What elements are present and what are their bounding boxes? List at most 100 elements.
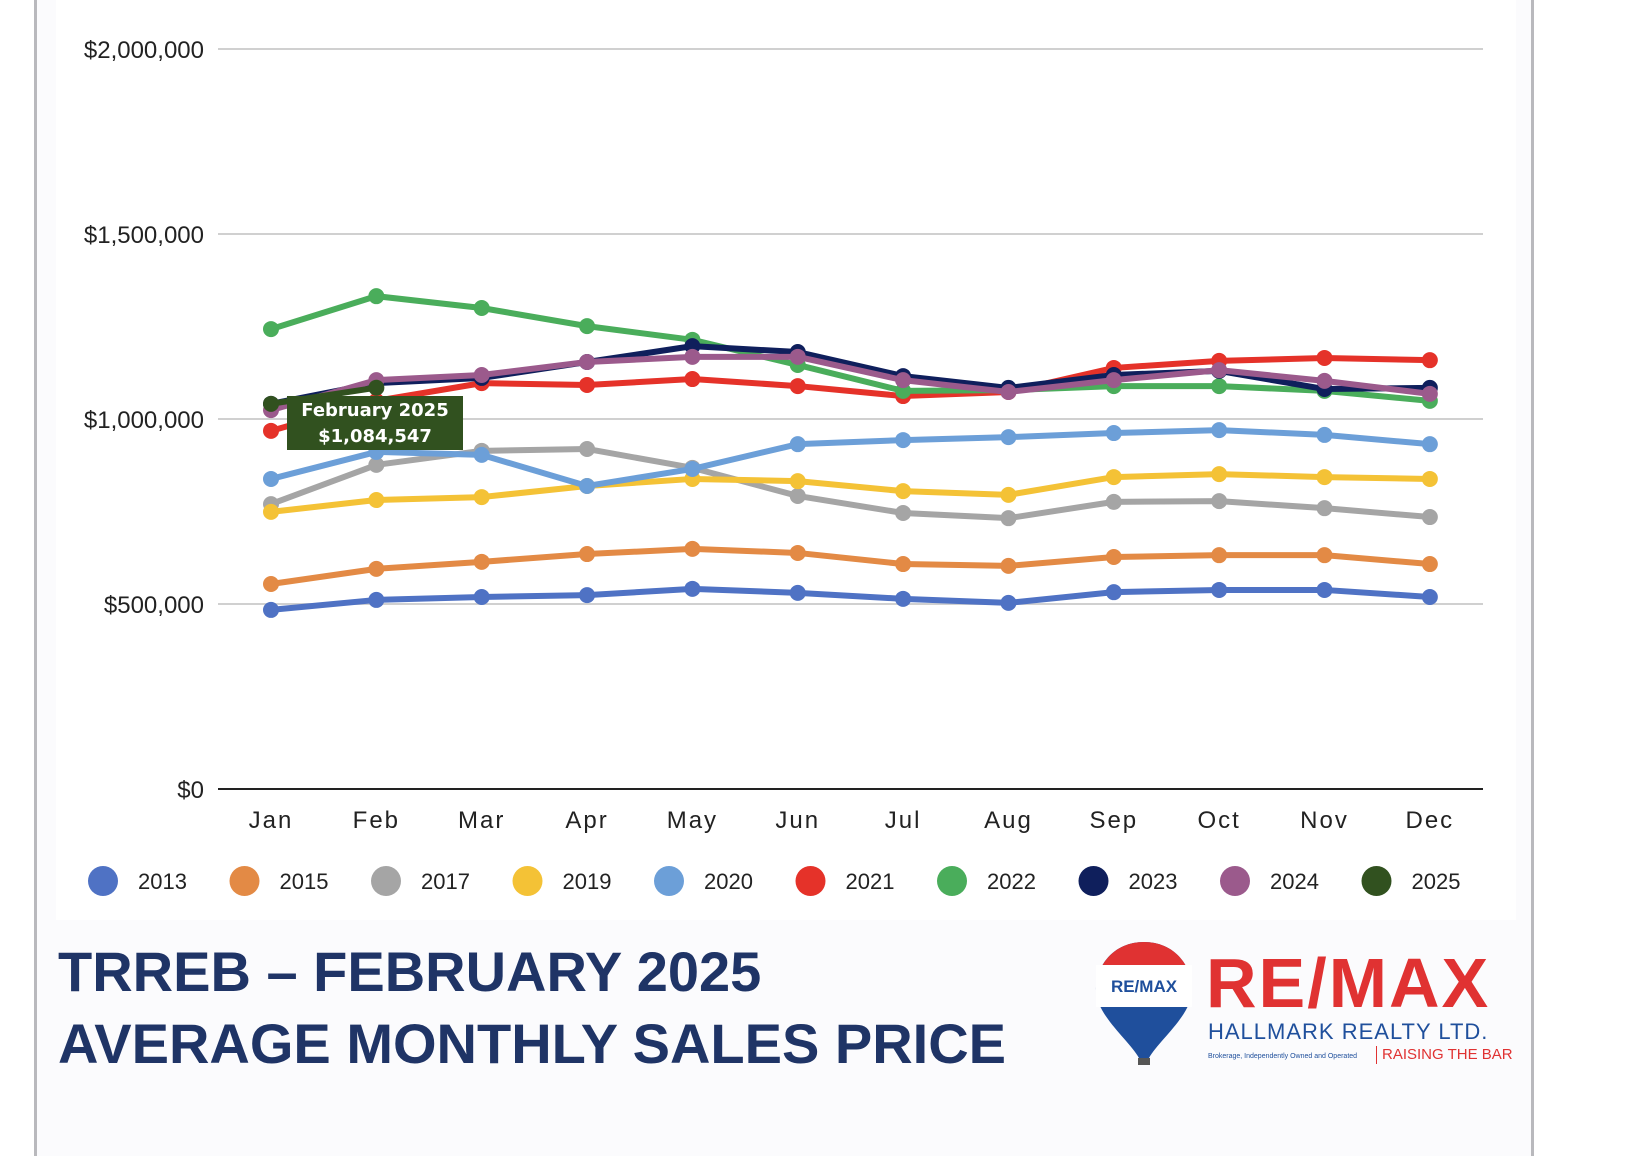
data-point-2024	[684, 348, 701, 365]
data-point-2022	[579, 318, 596, 335]
legend-marker-2015	[229, 866, 260, 896]
data-point-2015	[1211, 547, 1228, 564]
y-tick-label: $500,000	[104, 592, 204, 619]
legend-label-2022: 2022	[987, 869, 1036, 894]
data-point-2017	[1211, 493, 1228, 510]
brokerage-note: Brokerage, Independently Owned and Opera…	[1208, 1053, 1358, 1060]
data-point-2017	[1105, 493, 1122, 510]
data-point-2015	[368, 560, 385, 577]
data-point-2022	[473, 300, 490, 316]
data-point-2017	[368, 456, 385, 473]
data-point-2022	[368, 288, 385, 305]
data-point-2021	[789, 378, 806, 395]
series-line-2022	[270, 293, 1431, 404]
x-tick-label: Feb	[353, 807, 400, 834]
data-point-2019	[1211, 466, 1228, 483]
data-point-2015	[579, 546, 596, 563]
legend-label-2024: 2024	[1270, 869, 1319, 894]
data-point-2013	[1211, 581, 1228, 598]
data-point-2019	[1105, 469, 1122, 486]
data-point-2021	[684, 371, 701, 388]
data-point-2020	[684, 460, 701, 477]
data-point-2022	[263, 321, 279, 338]
data-point-2015	[895, 556, 912, 573]
legend-marker-2025	[1361, 866, 1392, 896]
y-tick-label: $2,000,000	[84, 37, 204, 64]
data-point-2013	[1000, 594, 1017, 611]
data-point-2013	[579, 587, 596, 604]
data-point-2024	[1211, 362, 1228, 379]
legend-marker-2022	[937, 866, 967, 896]
legend-marker-2017	[371, 866, 401, 896]
data-point-2025	[368, 379, 385, 396]
data-point-2013	[263, 601, 279, 618]
company-name: HALLMARK REALTY LTD.	[1208, 1019, 1489, 1044]
data-point-2024	[1000, 383, 1017, 400]
x-tick-label: Mar	[458, 807, 505, 834]
data-point-2013	[684, 580, 701, 597]
data-point-2020	[579, 477, 596, 494]
data-point-2015	[263, 576, 279, 593]
series-line-2020	[270, 427, 1431, 489]
x-tick-label: Aug	[984, 807, 1033, 834]
data-point-2019	[895, 483, 912, 500]
data-point-2020	[1000, 429, 1017, 446]
chart-area	[56, 0, 1516, 920]
data-point-2017	[895, 504, 912, 521]
data-point-2020	[263, 470, 279, 487]
legend-marker-2024	[1220, 866, 1250, 896]
data-point-2019	[1316, 469, 1333, 486]
x-tick-label: Jun	[775, 807, 820, 834]
data-point-2024	[1316, 372, 1333, 389]
heading-line-2: AVERAGE MONTHLY SALES PRICE	[58, 1012, 1007, 1075]
series-line-2024	[270, 353, 1431, 414]
x-tick-label: Nov	[1300, 807, 1349, 834]
data-point-2019	[368, 492, 385, 509]
data-point-2017	[1421, 509, 1438, 526]
data-point-2020	[895, 432, 912, 449]
legend-marker-2019	[512, 866, 543, 896]
brand-name: RE/MAX	[1206, 944, 1491, 1022]
series-line-2019	[270, 471, 1430, 515]
data-point-2015	[684, 540, 701, 557]
legend-marker-2020	[654, 866, 684, 896]
data-point-2017	[1316, 500, 1333, 517]
data-point-2015	[1316, 547, 1333, 564]
data-point-2020	[1421, 436, 1438, 453]
legend-label-2017: 2017	[421, 869, 470, 894]
x-tick-label: Jul	[885, 807, 922, 834]
y-tick-label: $0	[177, 777, 204, 804]
tagline: RAISING THE BAR	[1376, 1046, 1513, 1064]
data-point-2024	[579, 354, 596, 371]
data-point-2015	[1421, 556, 1438, 573]
data-point-2013	[895, 590, 912, 607]
data-point-2013	[1421, 588, 1438, 605]
legend-label-2023: 2023	[1129, 869, 1178, 894]
annotation-value: $1,084,547	[318, 426, 432, 447]
x-tick-label: May	[667, 807, 718, 834]
data-point-2020	[1105, 425, 1122, 442]
data-point-2024	[1105, 372, 1122, 389]
x-tick-label: Apr	[565, 807, 608, 834]
x-tick-label: Sep	[1089, 807, 1138, 834]
data-point-2015	[473, 553, 490, 570]
legend-label-2025: 2025	[1412, 869, 1461, 894]
remax-logo: RE/MAX RE/MAX HALLMARK REALTY LTD. Broke…	[1094, 940, 1514, 1070]
data-point-2020	[473, 446, 490, 463]
legend-marker-2013	[88, 866, 118, 896]
series-line-2015	[270, 545, 1431, 587]
y-tick-label: $1,000,000	[84, 407, 204, 434]
legend-marker-2021	[795, 866, 826, 896]
data-point-2019	[1421, 470, 1438, 487]
data-point-2013	[1316, 581, 1333, 598]
data-point-2013	[1105, 584, 1122, 601]
data-point-2019	[473, 489, 490, 506]
data-point-2020	[789, 436, 806, 453]
data-point-2017	[1000, 510, 1017, 527]
data-point-2020	[1316, 426, 1333, 443]
line-chart: $0 $500,000 $1,000,000 $1,500,000 $2,000,000…	[84, 37, 1483, 896]
series-line-2021	[270, 354, 1430, 434]
balloon-text: RE/MAX	[1111, 977, 1178, 996]
data-point-2013	[473, 588, 490, 605]
legend-label-2015: 2015	[280, 869, 329, 894]
